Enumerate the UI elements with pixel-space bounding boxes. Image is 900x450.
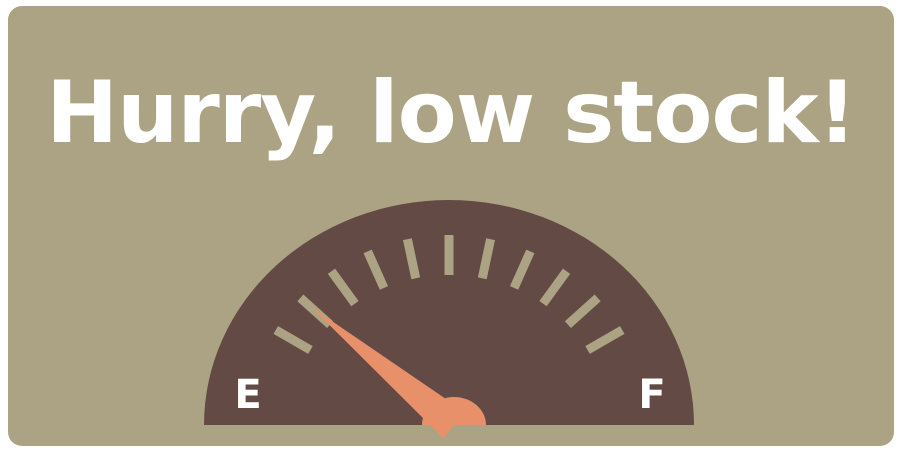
gauge-ticks <box>273 235 625 354</box>
low-stock-banner: Hurry, low stock! E F <box>8 6 894 446</box>
empty-label: E <box>234 372 261 418</box>
gauge-tick <box>539 268 571 307</box>
gauge-tick <box>327 268 359 307</box>
gauge-needle <box>311 307 486 439</box>
gauge-tick <box>273 326 313 354</box>
gauge-tick <box>477 238 495 280</box>
gauge-tick <box>509 249 535 290</box>
headline: Hurry, low stock! <box>46 63 857 163</box>
gauge-tick <box>363 249 389 290</box>
gauge-tick <box>403 238 421 280</box>
fuel-gauge-icon: E F <box>204 200 694 439</box>
needle-pointer <box>311 307 465 439</box>
gauge-dial <box>204 200 694 425</box>
full-label: F <box>638 372 665 418</box>
gauge-tick <box>585 326 625 354</box>
needle-hub <box>422 397 486 425</box>
gauge-tick <box>564 294 601 328</box>
